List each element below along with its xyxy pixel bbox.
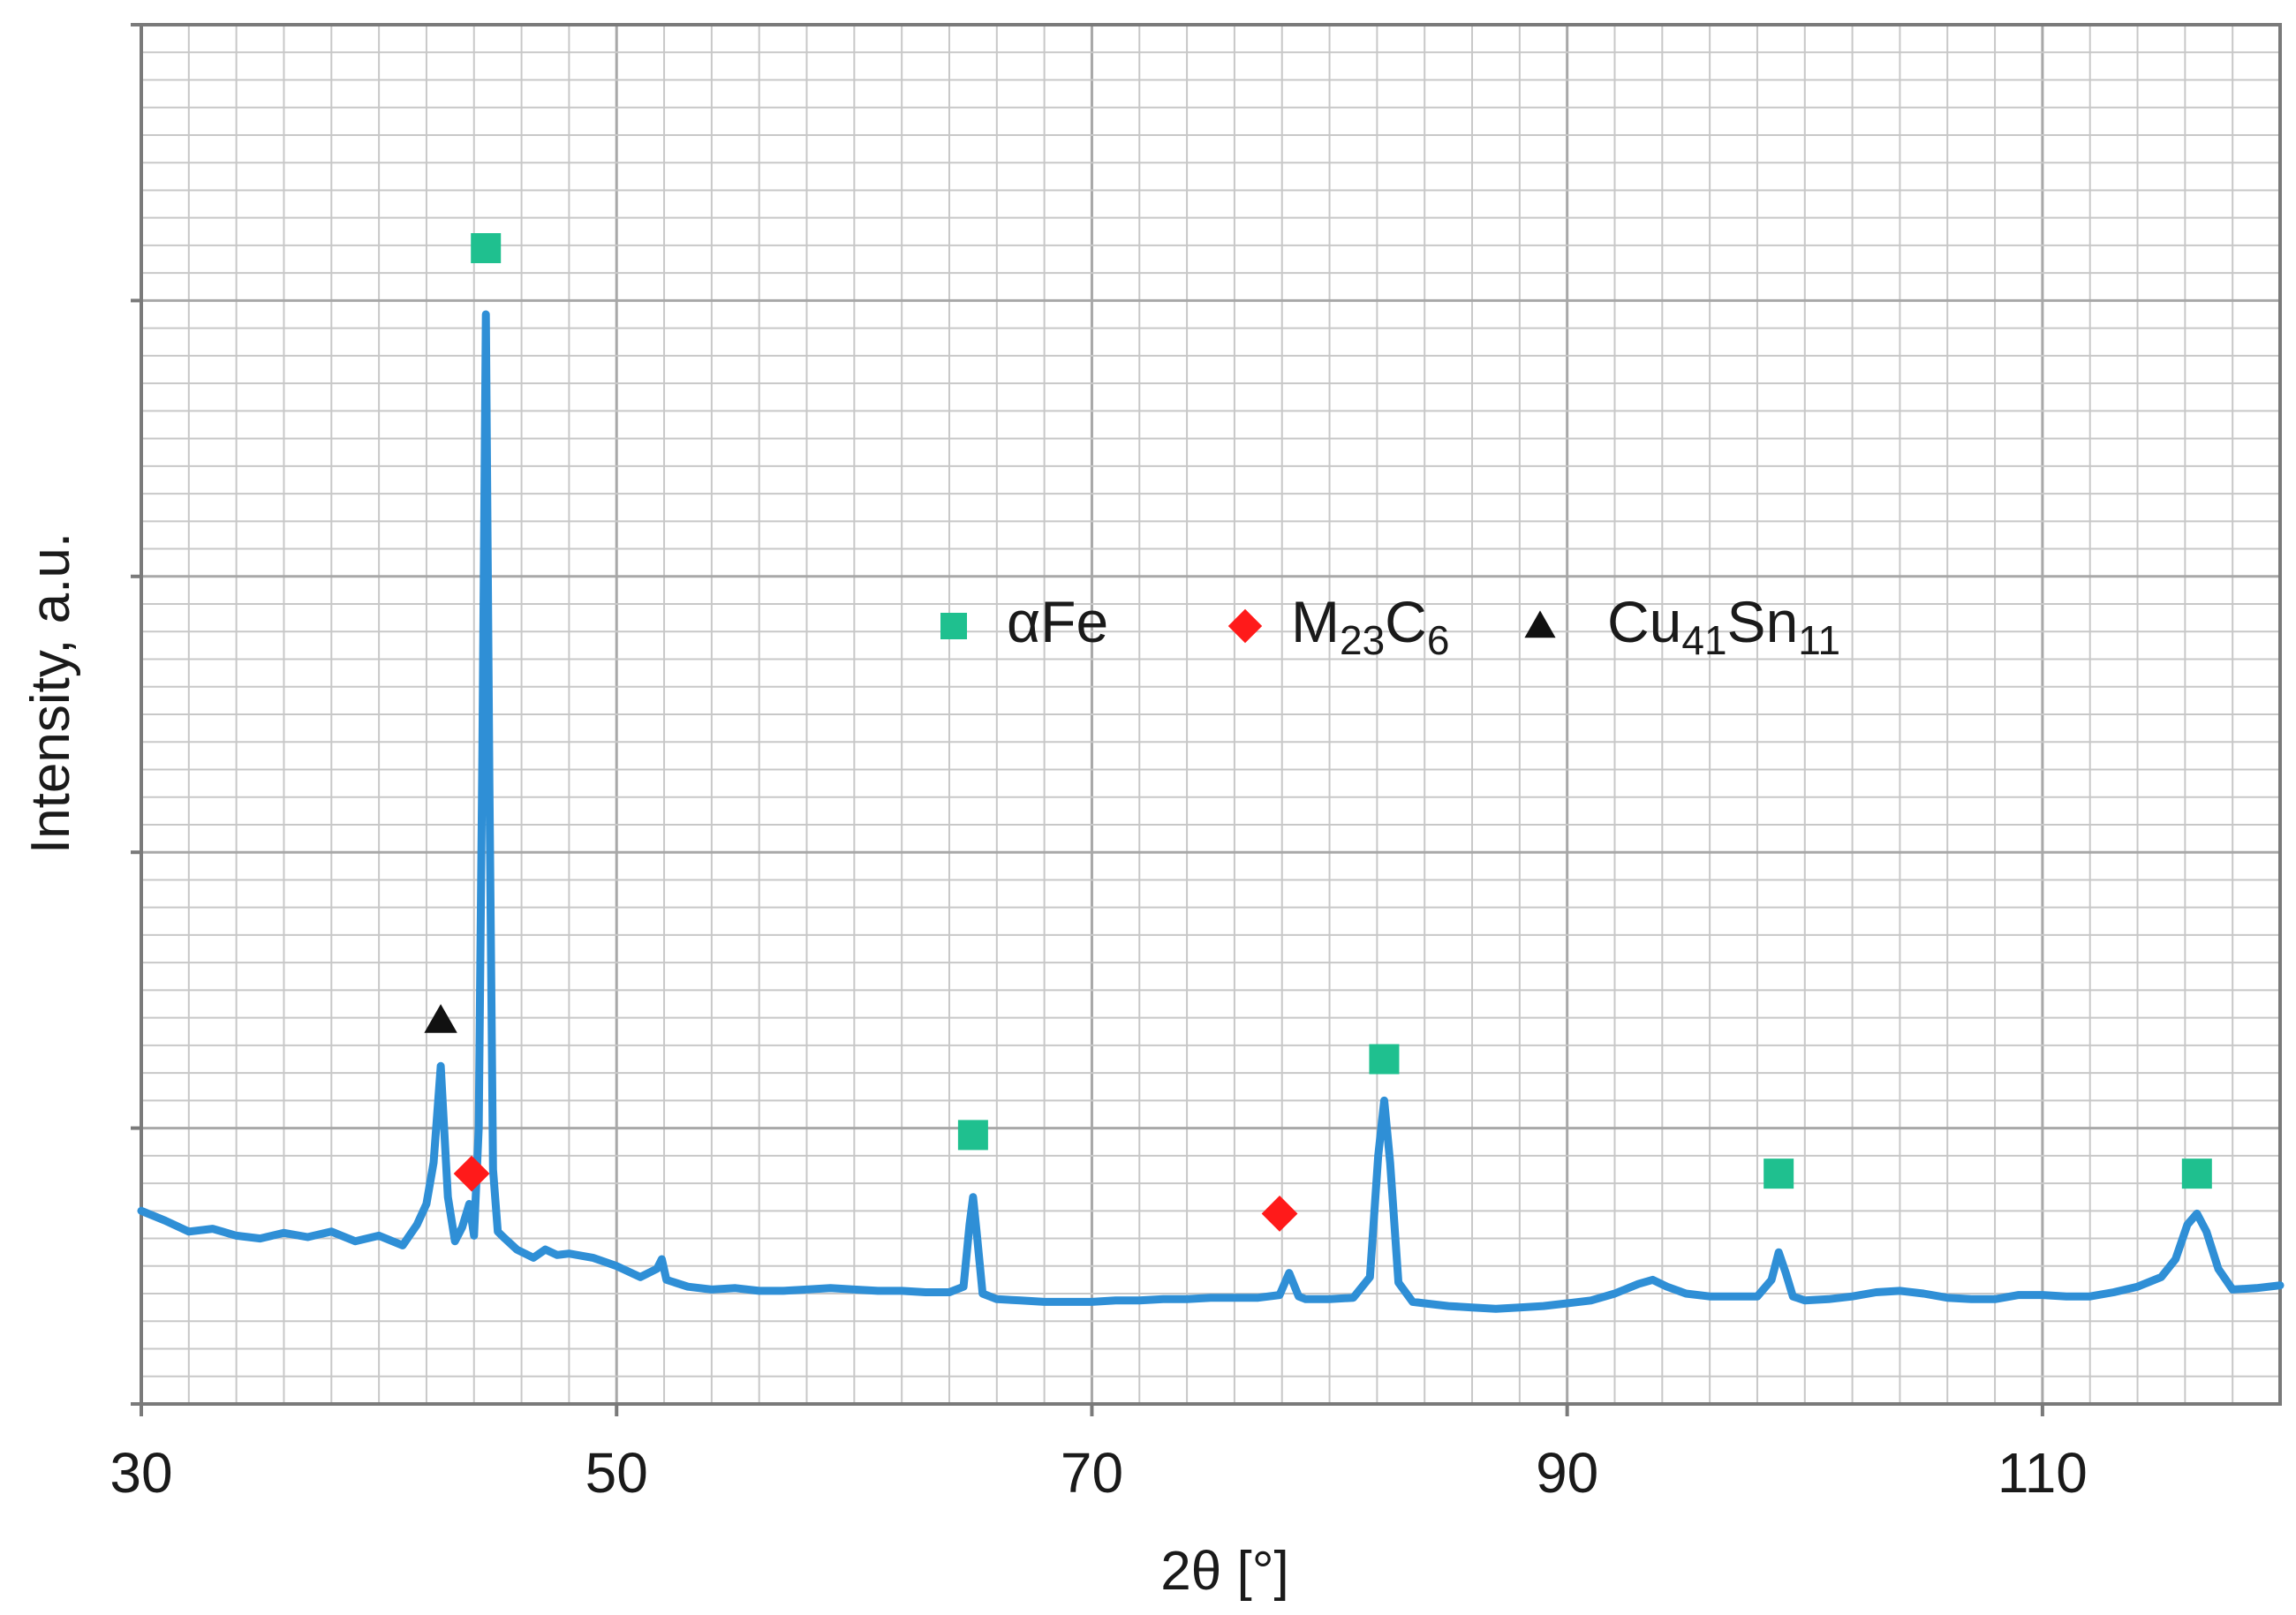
- x-tick-label: 90: [1536, 1441, 1598, 1505]
- axes: 30 50 70 90 110: [110, 23, 2282, 1505]
- plot-border: [140, 23, 2282, 1406]
- phase-marker-afe: [957, 1120, 988, 1151]
- legend: αFe M23C6 Cu41Sn11: [940, 589, 1840, 663]
- legend-item-afe: αFe: [940, 589, 1108, 654]
- x-tick-label: 50: [585, 1441, 648, 1505]
- x-tick-label: 110: [1998, 1441, 2088, 1505]
- legend-item-m23c6: M23C6: [1227, 589, 1449, 663]
- phase-marker-m23c6: [1261, 1196, 1298, 1232]
- legend-marker-afe: [940, 613, 967, 639]
- legend-item-cu41sn11: Cu41Sn11: [1524, 589, 1840, 663]
- legend-marker-m23c6: [1227, 608, 1263, 644]
- phase-marker-cu41sn11: [424, 1004, 457, 1033]
- phase-markers: [424, 233, 2212, 1232]
- series-layer: [137, 310, 2285, 1313]
- grid: [141, 25, 2280, 1404]
- xrd-pattern-line: [137, 310, 2285, 1313]
- x-tick-label: 30: [110, 1441, 172, 1505]
- x-axis-title: 2θ [°]: [1160, 1541, 1288, 1602]
- legend-label: αFe: [1007, 589, 1108, 654]
- legend-label: M23C6: [1291, 589, 1449, 663]
- phase-marker-afe: [1369, 1044, 1400, 1075]
- phase-marker-afe: [2181, 1158, 2212, 1189]
- phase-marker-afe: [471, 233, 502, 264]
- x-tick-label: 70: [1061, 1441, 1123, 1505]
- legend-label: Cu41Sn11: [1607, 589, 1840, 663]
- legend-marker-cu41sn11: [1524, 610, 1556, 638]
- phase-marker-afe: [1764, 1158, 1794, 1189]
- phase-marker-m23c6: [453, 1155, 490, 1192]
- y-axis-title: Intensity, a.u.: [20, 532, 81, 854]
